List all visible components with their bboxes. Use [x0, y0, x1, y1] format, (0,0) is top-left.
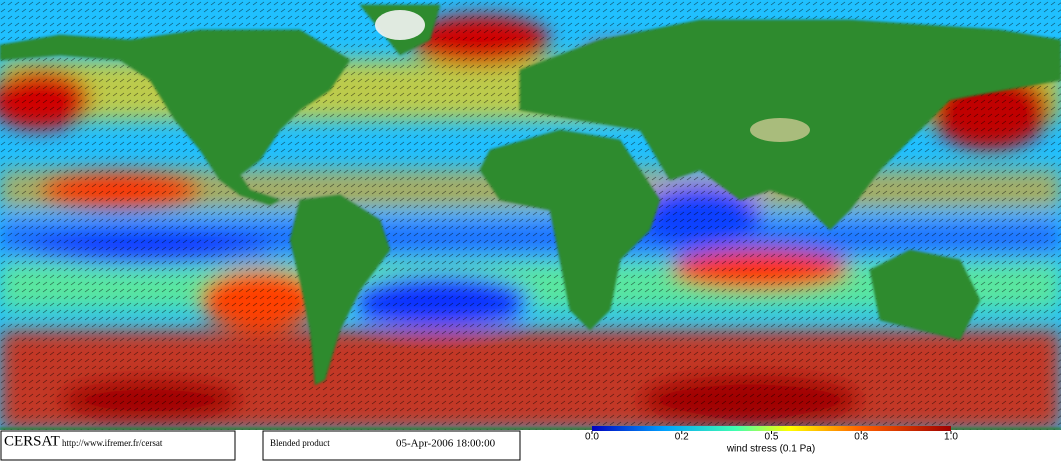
- colorbar-tick-label: 0.8: [854, 432, 868, 443]
- product: Blended product: [270, 438, 330, 448]
- date: 05-Apr-2006 18:00:00: [396, 438, 496, 450]
- logo: CERSAT: [4, 433, 60, 449]
- colorbar-label: wind stress (0.1 Pa): [726, 444, 815, 455]
- colorbar-tick-label: 1.0: [944, 432, 958, 443]
- colorbar-tick-label: 0.2: [675, 432, 689, 443]
- url: http://www.ifremer.fr/cersat: [62, 438, 163, 448]
- colorbar-tick-label: 0.5: [765, 432, 779, 443]
- colorbar: [592, 426, 951, 431]
- ocean-field: [0, 0, 1061, 430]
- colorbar-tick-label: 0.0: [585, 432, 599, 443]
- product-box: [262, 430, 521, 461]
- colorbar-ticks: 0.0 0.2 0.5 0.8 1.0: [585, 431, 958, 443]
- logo-box: [0, 430, 236, 461]
